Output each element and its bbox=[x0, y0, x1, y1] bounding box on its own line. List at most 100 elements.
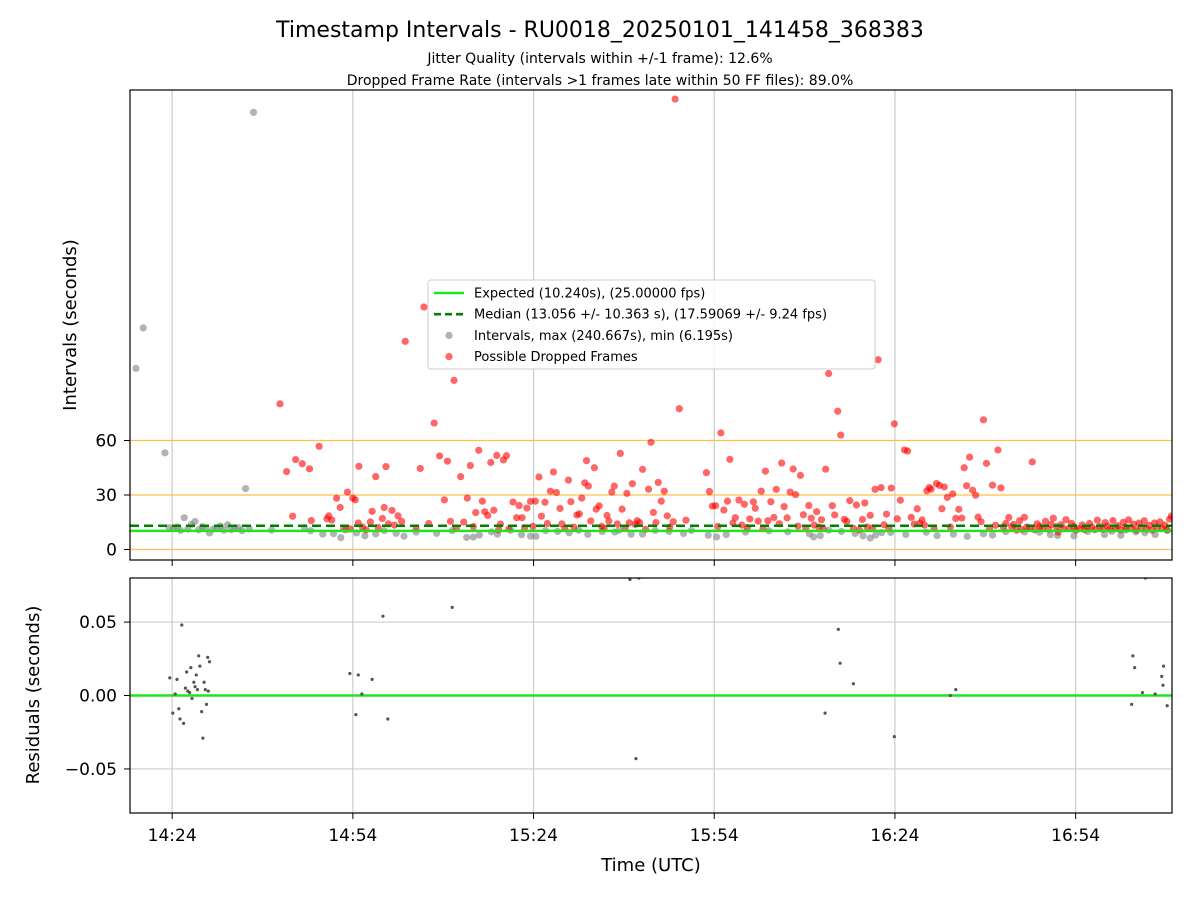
dropped-frame-point bbox=[671, 95, 679, 103]
interval-point bbox=[988, 531, 997, 539]
residual-point bbox=[206, 655, 210, 659]
dropped-frame-point bbox=[556, 504, 564, 513]
residual-point bbox=[1161, 683, 1165, 687]
interval-point bbox=[161, 449, 169, 457]
dropped-frame-point bbox=[789, 465, 797, 473]
dropped-frame-point bbox=[380, 503, 388, 512]
dropped-frame-point bbox=[283, 467, 291, 476]
residual-point bbox=[1161, 664, 1166, 668]
dropped-frame-point bbox=[543, 519, 552, 528]
residual-point bbox=[634, 757, 638, 761]
dropped-frame-point bbox=[276, 400, 284, 408]
dropped-frame-point bbox=[394, 512, 402, 520]
dropped-frame-point bbox=[435, 452, 444, 460]
dropped-frame-point bbox=[711, 502, 720, 510]
dropped-frame-point bbox=[635, 518, 644, 527]
dropped-frame-point bbox=[305, 465, 314, 473]
residual-point bbox=[838, 661, 842, 665]
residual-point bbox=[200, 710, 204, 714]
dropped-frame-point bbox=[963, 482, 971, 490]
dropped-frame-point bbox=[523, 504, 531, 512]
dropped-frame-point bbox=[952, 514, 960, 523]
dropped-frame-point bbox=[475, 446, 483, 454]
dropped-frame-point bbox=[537, 512, 545, 520]
dropped-frame-point bbox=[289, 512, 297, 520]
dropped-frame-point bbox=[343, 488, 352, 496]
dropped-frame-point bbox=[780, 503, 788, 511]
residual-point bbox=[948, 693, 952, 698]
interval-point bbox=[526, 532, 535, 540]
dropped-frame-point bbox=[420, 303, 428, 311]
dropped-frame-point bbox=[484, 511, 492, 520]
dropped-frame-point bbox=[822, 465, 830, 473]
dropped-frame-point bbox=[416, 464, 424, 473]
x-tick-label: 15:54 bbox=[690, 826, 739, 846]
dropped-frame-point bbox=[994, 446, 1002, 454]
dropped-frame-point bbox=[351, 496, 359, 504]
residual-point bbox=[203, 688, 207, 692]
interval-point bbox=[902, 530, 910, 538]
dropped-frame-point bbox=[1125, 516, 1133, 524]
residual-point bbox=[202, 680, 206, 684]
dropped-frame-point bbox=[382, 463, 390, 471]
dropped-frame-point bbox=[799, 511, 807, 519]
residual-point bbox=[381, 614, 385, 618]
dropped-frame-point bbox=[949, 490, 957, 498]
dropped-frame-point bbox=[466, 461, 474, 470]
dropped-frame-point bbox=[446, 517, 455, 525]
residual-point bbox=[188, 690, 192, 695]
interval-point bbox=[949, 530, 957, 538]
residual-point bbox=[182, 721, 186, 726]
dropped-frame-point bbox=[502, 452, 511, 460]
dropped-frame-point bbox=[582, 457, 591, 465]
residuals-y-tick-label: 0.00 bbox=[79, 687, 117, 707]
dropped-frame-point bbox=[567, 498, 575, 506]
interval-point bbox=[191, 517, 199, 526]
residual-point bbox=[1130, 702, 1134, 706]
dropped-frame-point bbox=[531, 497, 539, 505]
dropped-frame-point bbox=[493, 451, 501, 459]
legend-entry: Possible Dropped Frames bbox=[474, 350, 638, 365]
dropped-frame-point bbox=[761, 467, 770, 475]
dropped-frame-point bbox=[772, 485, 780, 493]
dropped-frame-point bbox=[966, 453, 974, 461]
residual-point bbox=[851, 682, 855, 686]
interval-point bbox=[1117, 531, 1125, 539]
dropped-frame-point bbox=[783, 514, 791, 522]
dropped-frame-point bbox=[740, 500, 748, 508]
dropped-frame-point bbox=[654, 478, 662, 487]
dropped-frame-point bbox=[751, 504, 759, 512]
dropped-frame-point bbox=[843, 517, 851, 525]
interval-point bbox=[249, 108, 258, 116]
intervals-y-tick-label: 0 bbox=[106, 540, 117, 560]
interval-point bbox=[1046, 531, 1054, 539]
dropped-frame-point bbox=[893, 515, 901, 523]
dropped-frame-point bbox=[590, 464, 598, 472]
dropped-frame-point bbox=[663, 512, 671, 520]
residual-point bbox=[192, 680, 196, 684]
residuals-panel: −0.05 0.00 0.05 14:24 14:54 15:24 15:54 16:24 16… bbox=[65, 577, 1173, 846]
dropped-frame-point bbox=[657, 497, 665, 505]
interval-point bbox=[722, 530, 730, 539]
dropped-frame-point bbox=[958, 514, 966, 522]
legend: Expected (10.240s), (25.00000 fps) Median… bbox=[427, 279, 876, 370]
dropped-frame-point bbox=[988, 481, 997, 489]
dropped-frame-point bbox=[440, 496, 449, 504]
x-tick-label: 14:54 bbox=[328, 826, 377, 846]
jitter-quality-subtitle: Jitter Quality (intervals within +/-1 fr… bbox=[426, 51, 772, 67]
dropped-frame-point bbox=[613, 520, 621, 528]
residual-point bbox=[1131, 654, 1135, 658]
dropped-frame-point bbox=[846, 497, 854, 505]
interval-point bbox=[704, 531, 712, 539]
dropped-frame-point bbox=[794, 522, 802, 530]
dropped-frame-point bbox=[355, 462, 363, 470]
residual-point bbox=[354, 712, 358, 717]
intervals-plot-area bbox=[130, 90, 1172, 560]
dropped-frame-point bbox=[460, 518, 468, 526]
residual-point bbox=[1165, 704, 1169, 708]
dropped-frame-point bbox=[535, 473, 543, 481]
dropped-frame-point bbox=[828, 502, 836, 510]
dropped-frame-point bbox=[874, 356, 882, 364]
interval-point bbox=[475, 531, 483, 539]
